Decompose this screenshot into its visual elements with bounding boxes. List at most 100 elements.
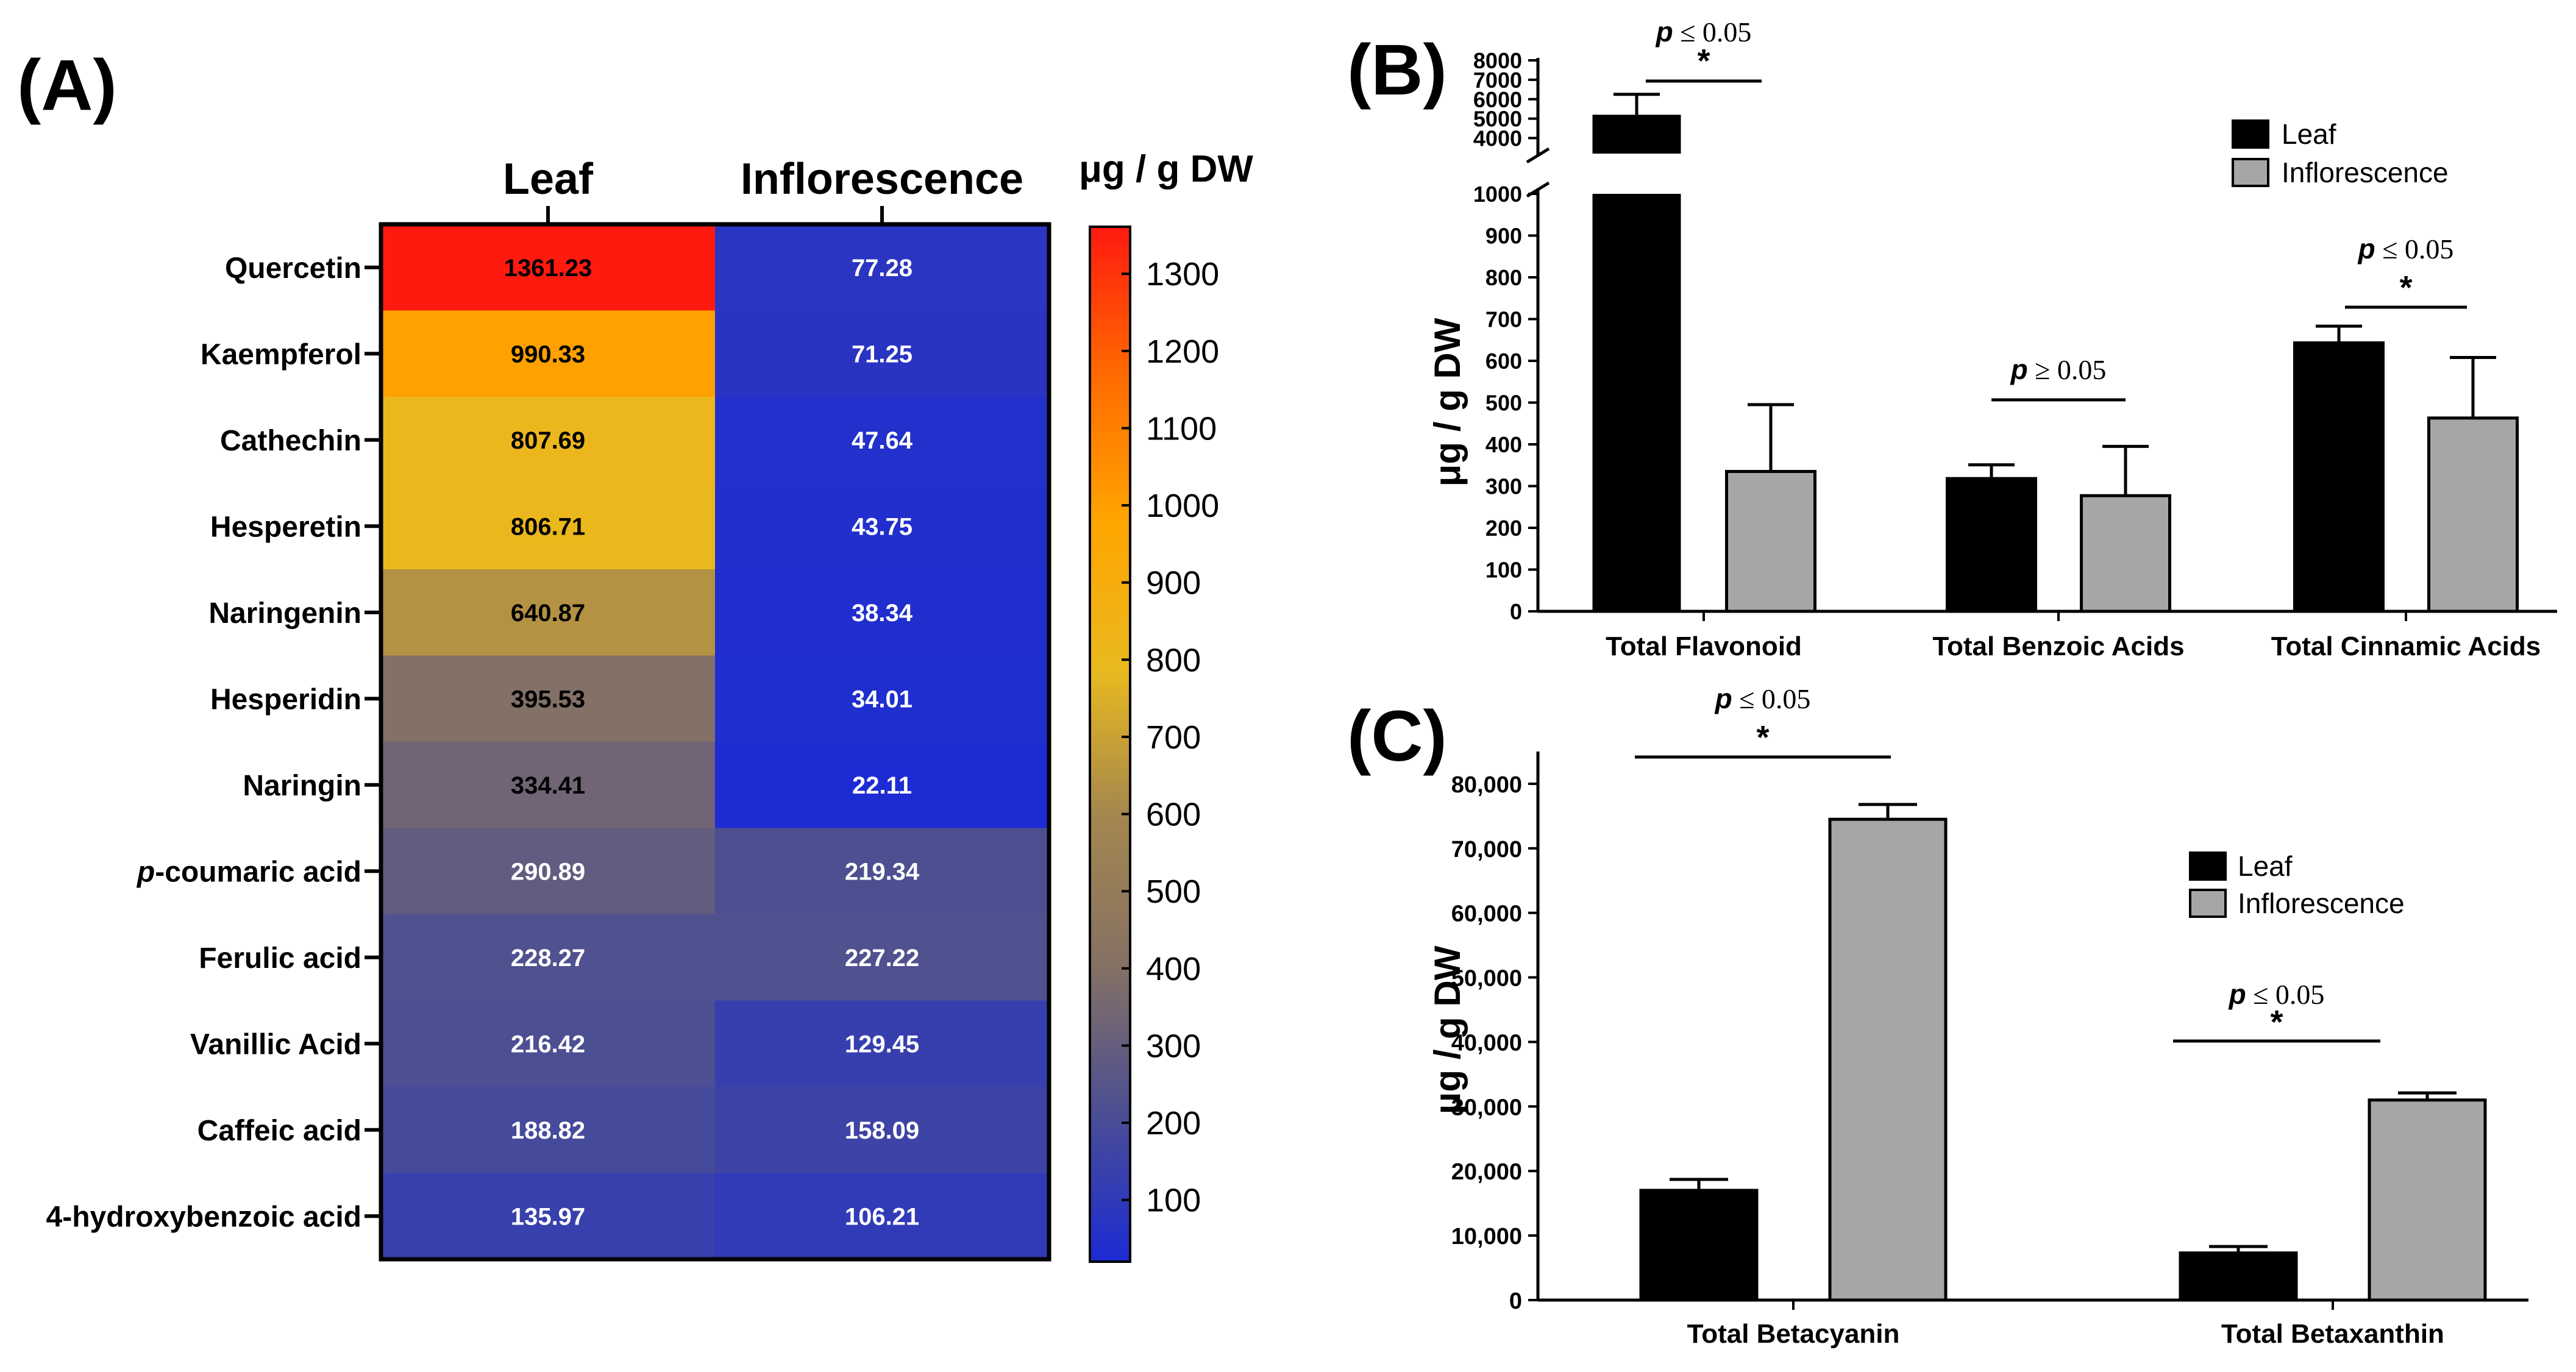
colorbar-tick-label: 800 [1146, 642, 1201, 678]
p-value-label: p ≤ 0.05 [2228, 978, 2325, 1010]
bar [2179, 1251, 2298, 1302]
y-tick-label: 700 [1485, 307, 1522, 332]
cell-value: 77.28 [852, 255, 913, 282]
legend-swatch [2189, 851, 2227, 881]
heatmap-cell [715, 742, 1050, 828]
heatmap-cell [715, 828, 1050, 915]
panel-label-a: (A) [17, 45, 117, 126]
p-threshold: ≤ 0.05 [1732, 683, 1811, 714]
y-tick-label: 200 [1485, 516, 1522, 541]
significance-star: * [1697, 43, 1710, 79]
column-header: Inflorescence [741, 155, 1023, 204]
y-axis-label: μg / g DW [1427, 318, 1468, 486]
p-value-label: p ≤ 0.05 [1714, 683, 1811, 714]
heatmap-cell [715, 655, 1050, 742]
significance-star: * [1756, 719, 1769, 756]
heatmap-cell [381, 483, 716, 570]
p-value-label: p ≤ 0.05 [2357, 233, 2454, 265]
cell-value: 290.89 [511, 858, 585, 885]
y-tick-label: 500 [1485, 391, 1522, 416]
colorbar-tick-label: 1100 [1146, 410, 1217, 447]
heatmap-frame [379, 222, 1051, 1262]
y-tick-label: 0 [1510, 599, 1522, 624]
cell-value: 47.64 [852, 427, 913, 454]
row-label-text: Hesperidin [210, 683, 361, 716]
row-label: p-coumaric acid [136, 856, 361, 888]
row-label-text: -coumaric acid [155, 856, 361, 888]
bar [1725, 470, 1816, 613]
cell-value: 990.33 [511, 341, 585, 368]
heatmap-cell [381, 397, 716, 483]
cell-value: 129.45 [845, 1031, 919, 1057]
p-symbol: p [1655, 16, 1673, 48]
bar [2080, 494, 2171, 613]
heatmap-cell [715, 1000, 1050, 1087]
colorbar-tick-label: 600 [1146, 797, 1201, 833]
heatmap-cell [715, 310, 1050, 397]
axis-break-mark [1526, 147, 1550, 164]
heatmap-cell [715, 1173, 1050, 1260]
colorbar-tick-label: 400 [1146, 951, 1201, 987]
p-threshold: ≤ 0.05 [2375, 233, 2454, 265]
p-threshold: ≤ 0.05 [2246, 979, 2325, 1010]
row-label-text: Ferulic acid [199, 942, 361, 975]
legend-swatch [2232, 158, 2269, 187]
colorbar-tick-label: 500 [1146, 873, 1201, 910]
cell-value: 640.87 [511, 600, 585, 627]
y-tick-label: 800 [1485, 265, 1522, 290]
bar [2368, 1098, 2487, 1302]
heatmap-cell [381, 1000, 716, 1087]
cell-value: 43.75 [852, 513, 913, 540]
row-label-text: Naringenin [208, 597, 361, 630]
y-tick-label: 7000 [1473, 68, 1522, 93]
cell-value: 1361.23 [504, 255, 592, 282]
colorbar-tick-label: 100 [1146, 1182, 1201, 1219]
y-tick-label: 400 [1485, 432, 1522, 457]
row-label-text: Caffeic acid [197, 1115, 361, 1147]
heatmap-panel-a: Leaf Inflorescence 1361.23 77.28 Quercetin 99… [46, 148, 1253, 1263]
y-tick-label: 6000 [1473, 87, 1522, 112]
row-label-text: 4-hydroxybenzoic acid [46, 1201, 361, 1233]
y-tick-label: 8000 [1473, 48, 1522, 73]
y-axis-label: μg / g DW [1427, 945, 1468, 1114]
x-tick-label: Total Cinnamic Acids [2271, 631, 2541, 661]
row-label: Hesperidin [210, 683, 361, 716]
row-label: Hesperetin [210, 511, 361, 543]
row-label: Vanillic Acid [190, 1028, 361, 1061]
row-label: 4-hydroxybenzoic acid [46, 1201, 361, 1233]
heatmap-cell [381, 655, 716, 742]
p-threshold: ≤ 0.05 [1673, 16, 1752, 48]
legend-swatch [2189, 889, 2227, 918]
y-tick-label: 50,000 [1451, 966, 1522, 992]
p-symbol: p [1714, 683, 1732, 714]
panel-label-b: (B) [1347, 30, 1447, 110]
legend-label: Inflorescence [2238, 887, 2405, 919]
colorbar-title: μg / g DW [1079, 148, 1253, 190]
legend-label: Inflorescence [2282, 157, 2449, 188]
cell-value: 22.11 [852, 772, 912, 799]
y-tick-label: 80,000 [1451, 772, 1522, 798]
cell-value: 38.34 [852, 600, 913, 627]
heatmap-cell [381, 310, 716, 397]
colorbar-tick-label: 700 [1146, 719, 1201, 756]
row-label-text: Kaempferol [201, 338, 361, 371]
cell-value: 216.42 [511, 1031, 585, 1057]
heatmap-cell [715, 224, 1050, 311]
heatmap-cell [381, 1087, 716, 1173]
cell-value: 158.09 [845, 1117, 919, 1144]
heatmap-cell [381, 742, 716, 828]
y-tick-label: 70,000 [1451, 837, 1522, 862]
y-tick-label: 4000 [1473, 126, 1522, 151]
colorbar-tick-label: 1300 [1146, 256, 1219, 293]
bar [2427, 416, 2519, 613]
significance-star: * [2399, 269, 2412, 306]
heatmap-cell [715, 483, 1050, 570]
row-label-text: Vanillic Acid [190, 1028, 361, 1061]
column-header: Leaf [503, 155, 594, 204]
y-tick-label: 600 [1485, 349, 1522, 374]
p-symbol: p [2010, 354, 2028, 385]
cell-value: 395.53 [511, 686, 585, 713]
legend-label: Leaf [2282, 118, 2336, 150]
cell-value: 807.69 [511, 427, 585, 454]
